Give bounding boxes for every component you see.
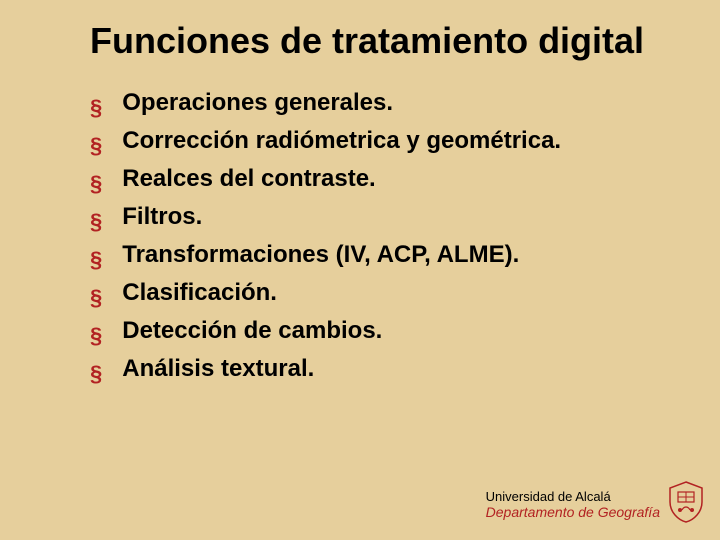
list-item: § Filtros. [90,203,680,235]
bullet-icon: § [90,95,102,121]
bullet-text: Corrección radiómetrica y geométrica. [122,127,561,155]
bullet-icon: § [90,361,102,387]
bullet-text: Transformaciones (IV, ACP, ALME). [122,241,519,269]
bullet-icon: § [90,323,102,349]
list-item: § Clasificación. [90,279,680,311]
list-item: § Análisis textural. [90,355,680,387]
bullet-text: Operaciones generales. [122,89,393,117]
bullet-text: Detección de cambios. [122,317,382,345]
bullet-text: Realces del contraste. [122,165,375,193]
footer-department: Departamento de Geografía [486,504,660,520]
footer: Universidad de Alcalá Departamento de Ge… [486,489,660,520]
bullet-icon: § [90,247,102,273]
footer-university: Universidad de Alcalá [486,489,660,504]
bullet-icon: § [90,209,102,235]
bullet-list: § Operaciones generales. § Corrección ra… [90,89,680,387]
list-item: § Detección de cambios. [90,317,680,349]
bullet-text: Análisis textural. [122,355,314,383]
bullet-icon: § [90,171,102,197]
crest-icon [666,480,706,524]
list-item: § Operaciones generales. [90,89,680,121]
slide: Funciones de tratamiento digital § Opera… [0,0,720,540]
bullet-text: Clasificación. [122,279,277,307]
list-item: § Transformaciones (IV, ACP, ALME). [90,241,680,273]
bullet-icon: § [90,285,102,311]
list-item: § Corrección radiómetrica y geométrica. [90,127,680,159]
list-item: § Realces del contraste. [90,165,680,197]
slide-title: Funciones de tratamiento digital [90,20,680,61]
bullet-icon: § [90,133,102,159]
bullet-text: Filtros. [122,203,202,231]
